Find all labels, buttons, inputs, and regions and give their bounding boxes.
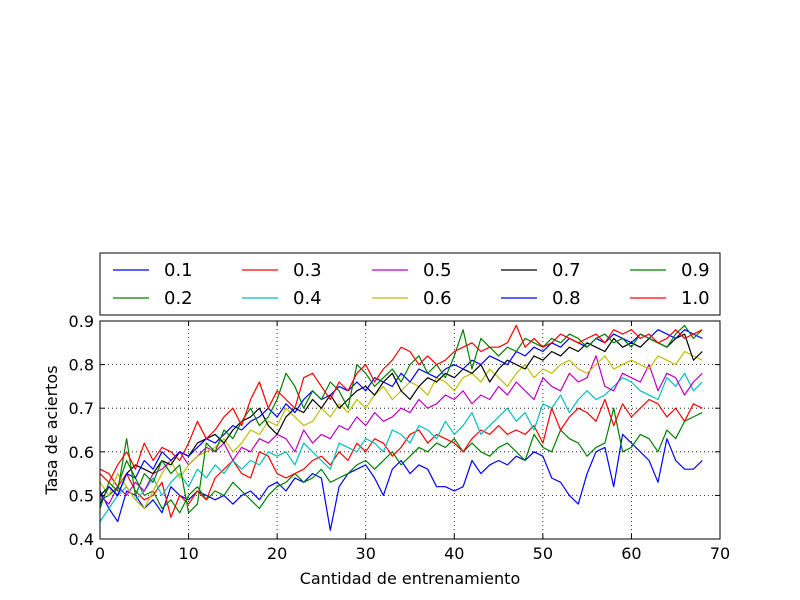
x-axis-label: Cantidad de entrenamiento	[300, 569, 520, 588]
legend-label: 0.2	[164, 288, 193, 309]
x-tick-label: 20	[267, 544, 287, 563]
legend-label: 0.6	[423, 288, 452, 309]
grid	[100, 321, 720, 539]
legend-frame	[99, 252, 721, 316]
y-tick-label: 0.4	[69, 530, 94, 549]
y-tick-label: 0.5	[69, 486, 94, 505]
series-line-0.5	[99, 355, 703, 505]
x-tick-label: 40	[444, 544, 464, 563]
series-lines	[99, 324, 703, 531]
x-tick-label: 10	[178, 544, 198, 563]
series-line-1.0	[99, 324, 703, 483]
y-tick-label: 0.9	[69, 312, 94, 331]
y-tick-label: 0.7	[69, 399, 94, 418]
series-line-0.8	[99, 329, 703, 505]
y-tick-label: 0.8	[69, 356, 94, 375]
x-tick-label: 50	[533, 544, 553, 563]
legend-label: 0.7	[552, 260, 581, 281]
x-tick-label: 0	[95, 544, 105, 563]
series-line-0.4	[99, 372, 703, 522]
series-line-0.9	[99, 324, 703, 514]
x-tick-label: 30	[356, 544, 376, 563]
legend-label: 1.0	[681, 288, 710, 309]
legend-label: 0.9	[681, 260, 710, 281]
x-tick-label: 60	[621, 544, 641, 563]
legend: 0.1 0.2 0.3 0.4 0.5 0.6 0.7 0.8 0.9 1.0	[99, 252, 721, 316]
legend-label: 0.8	[552, 288, 581, 309]
series-line-0.2	[99, 407, 703, 514]
plot-frame	[99, 320, 721, 540]
series-line-0.6	[99, 350, 703, 510]
legend-label: 0.4	[293, 288, 322, 309]
legend-label: 0.3	[293, 260, 322, 281]
series-line-0.3	[99, 398, 703, 518]
y-tick-label: 0.6	[69, 443, 94, 462]
y-axis-label: Tasa de aciertos	[42, 365, 61, 495]
x-tick-label: 70	[710, 544, 730, 563]
series-line-0.7	[99, 333, 703, 496]
series-line-0.1	[99, 433, 703, 531]
axis-ticks: 0 10 20 30 40 50 60 70 0.4 0.5 0.6 0.7 0.8 0.9	[69, 312, 731, 563]
legend-label: 0.1	[164, 260, 193, 281]
legend-label: 0.5	[423, 260, 452, 281]
